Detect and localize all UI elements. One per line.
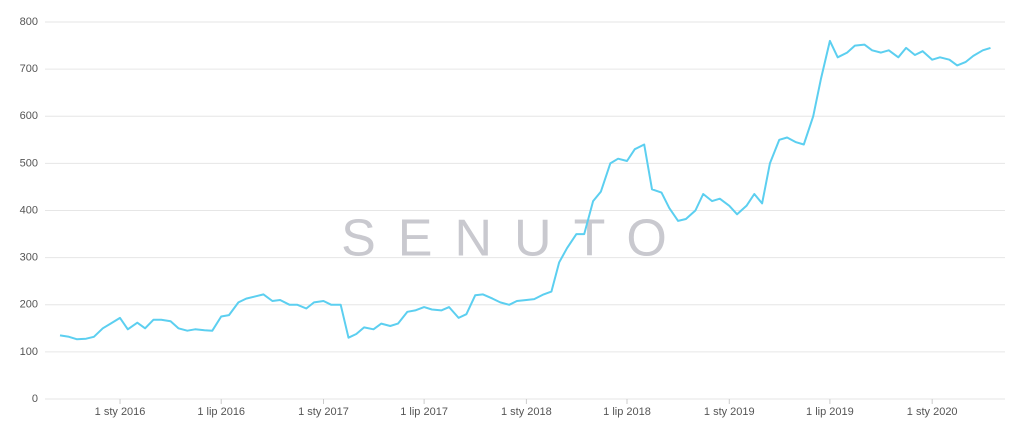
y-tick-label: 400 (20, 204, 38, 216)
x-tick-label: 1 sty 2017 (298, 406, 349, 418)
x-tick-label: 1 sty 2018 (501, 406, 552, 418)
x-tick-label: 1 sty 2016 (95, 406, 146, 418)
y-tick-label: 800 (20, 16, 38, 28)
data-line (59, 39, 991, 341)
y-tick-label: 300 (20, 252, 38, 264)
y-tick-label: 500 (20, 157, 38, 169)
x-tick-label: 1 lip 2017 (400, 406, 448, 418)
x-tick-label: 1 lip 2016 (197, 406, 245, 418)
y-tick-label: 200 (20, 299, 38, 311)
y-tick-label: 100 (20, 346, 38, 358)
y-tick-label: 700 (20, 63, 38, 75)
y-tick-label: 0 (32, 393, 38, 405)
x-tick-label: 1 lip 2018 (603, 406, 651, 418)
x-tick-label: 1 lip 2019 (806, 406, 854, 418)
watermark: SENUTO (341, 210, 689, 268)
y-tick-label: 600 (20, 110, 38, 122)
x-tick-label: 1 sty 2019 (704, 406, 755, 418)
x-tick-label: 1 sty 2020 (907, 406, 958, 418)
